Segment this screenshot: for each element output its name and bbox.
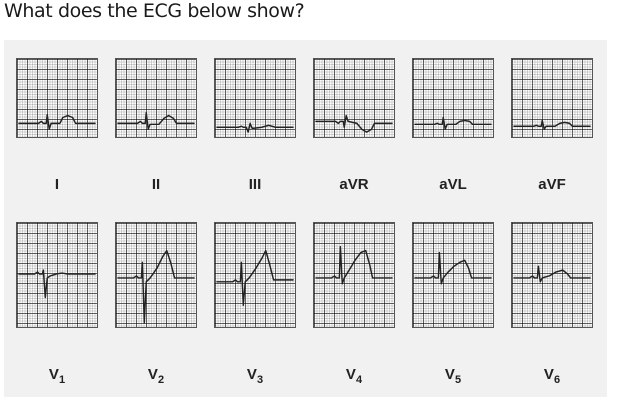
ecg-figure: I II III aVR aVL aVF V1 V2 V3 V4 V5 V6 [4, 40, 607, 397]
ecg-lead-v3-panel [214, 222, 296, 328]
question-text: What does the ECG below show? [4, 0, 305, 22]
lead-label-iii: III [248, 176, 262, 193]
lead-label-avr: aVR [339, 176, 369, 193]
ecg-lead-v1-panel [16, 222, 98, 328]
lead-label-ii: II [151, 176, 161, 193]
lead-label-avl: aVL [439, 176, 467, 193]
lead-label-v4: V4 [345, 366, 363, 386]
lead-label-v2: V2 [147, 366, 165, 386]
ecg-lead-v4-panel [313, 222, 395, 328]
lead-label-v3: V3 [246, 366, 264, 386]
ecg-lead-avl-panel [412, 58, 494, 138]
lead-label-i: I [54, 176, 60, 193]
ecg-lead-v6-panel [511, 222, 593, 328]
ecg-lead-ii-panel [115, 58, 197, 138]
ecg-lead-v5-panel [412, 222, 494, 328]
ecg-lead-avr-panel [313, 58, 395, 138]
ecg-lead-iii-panel [214, 58, 296, 138]
lead-label-v6: V6 [543, 366, 561, 386]
lead-label-v5: V5 [444, 366, 462, 386]
ecg-lead-v2-panel [115, 222, 197, 328]
lead-label-avf: aVF [538, 176, 566, 193]
lead-label-v1: V1 [48, 366, 66, 386]
ecg-lead-avf-panel [511, 58, 593, 138]
ecg-lead-i-panel [16, 58, 98, 138]
